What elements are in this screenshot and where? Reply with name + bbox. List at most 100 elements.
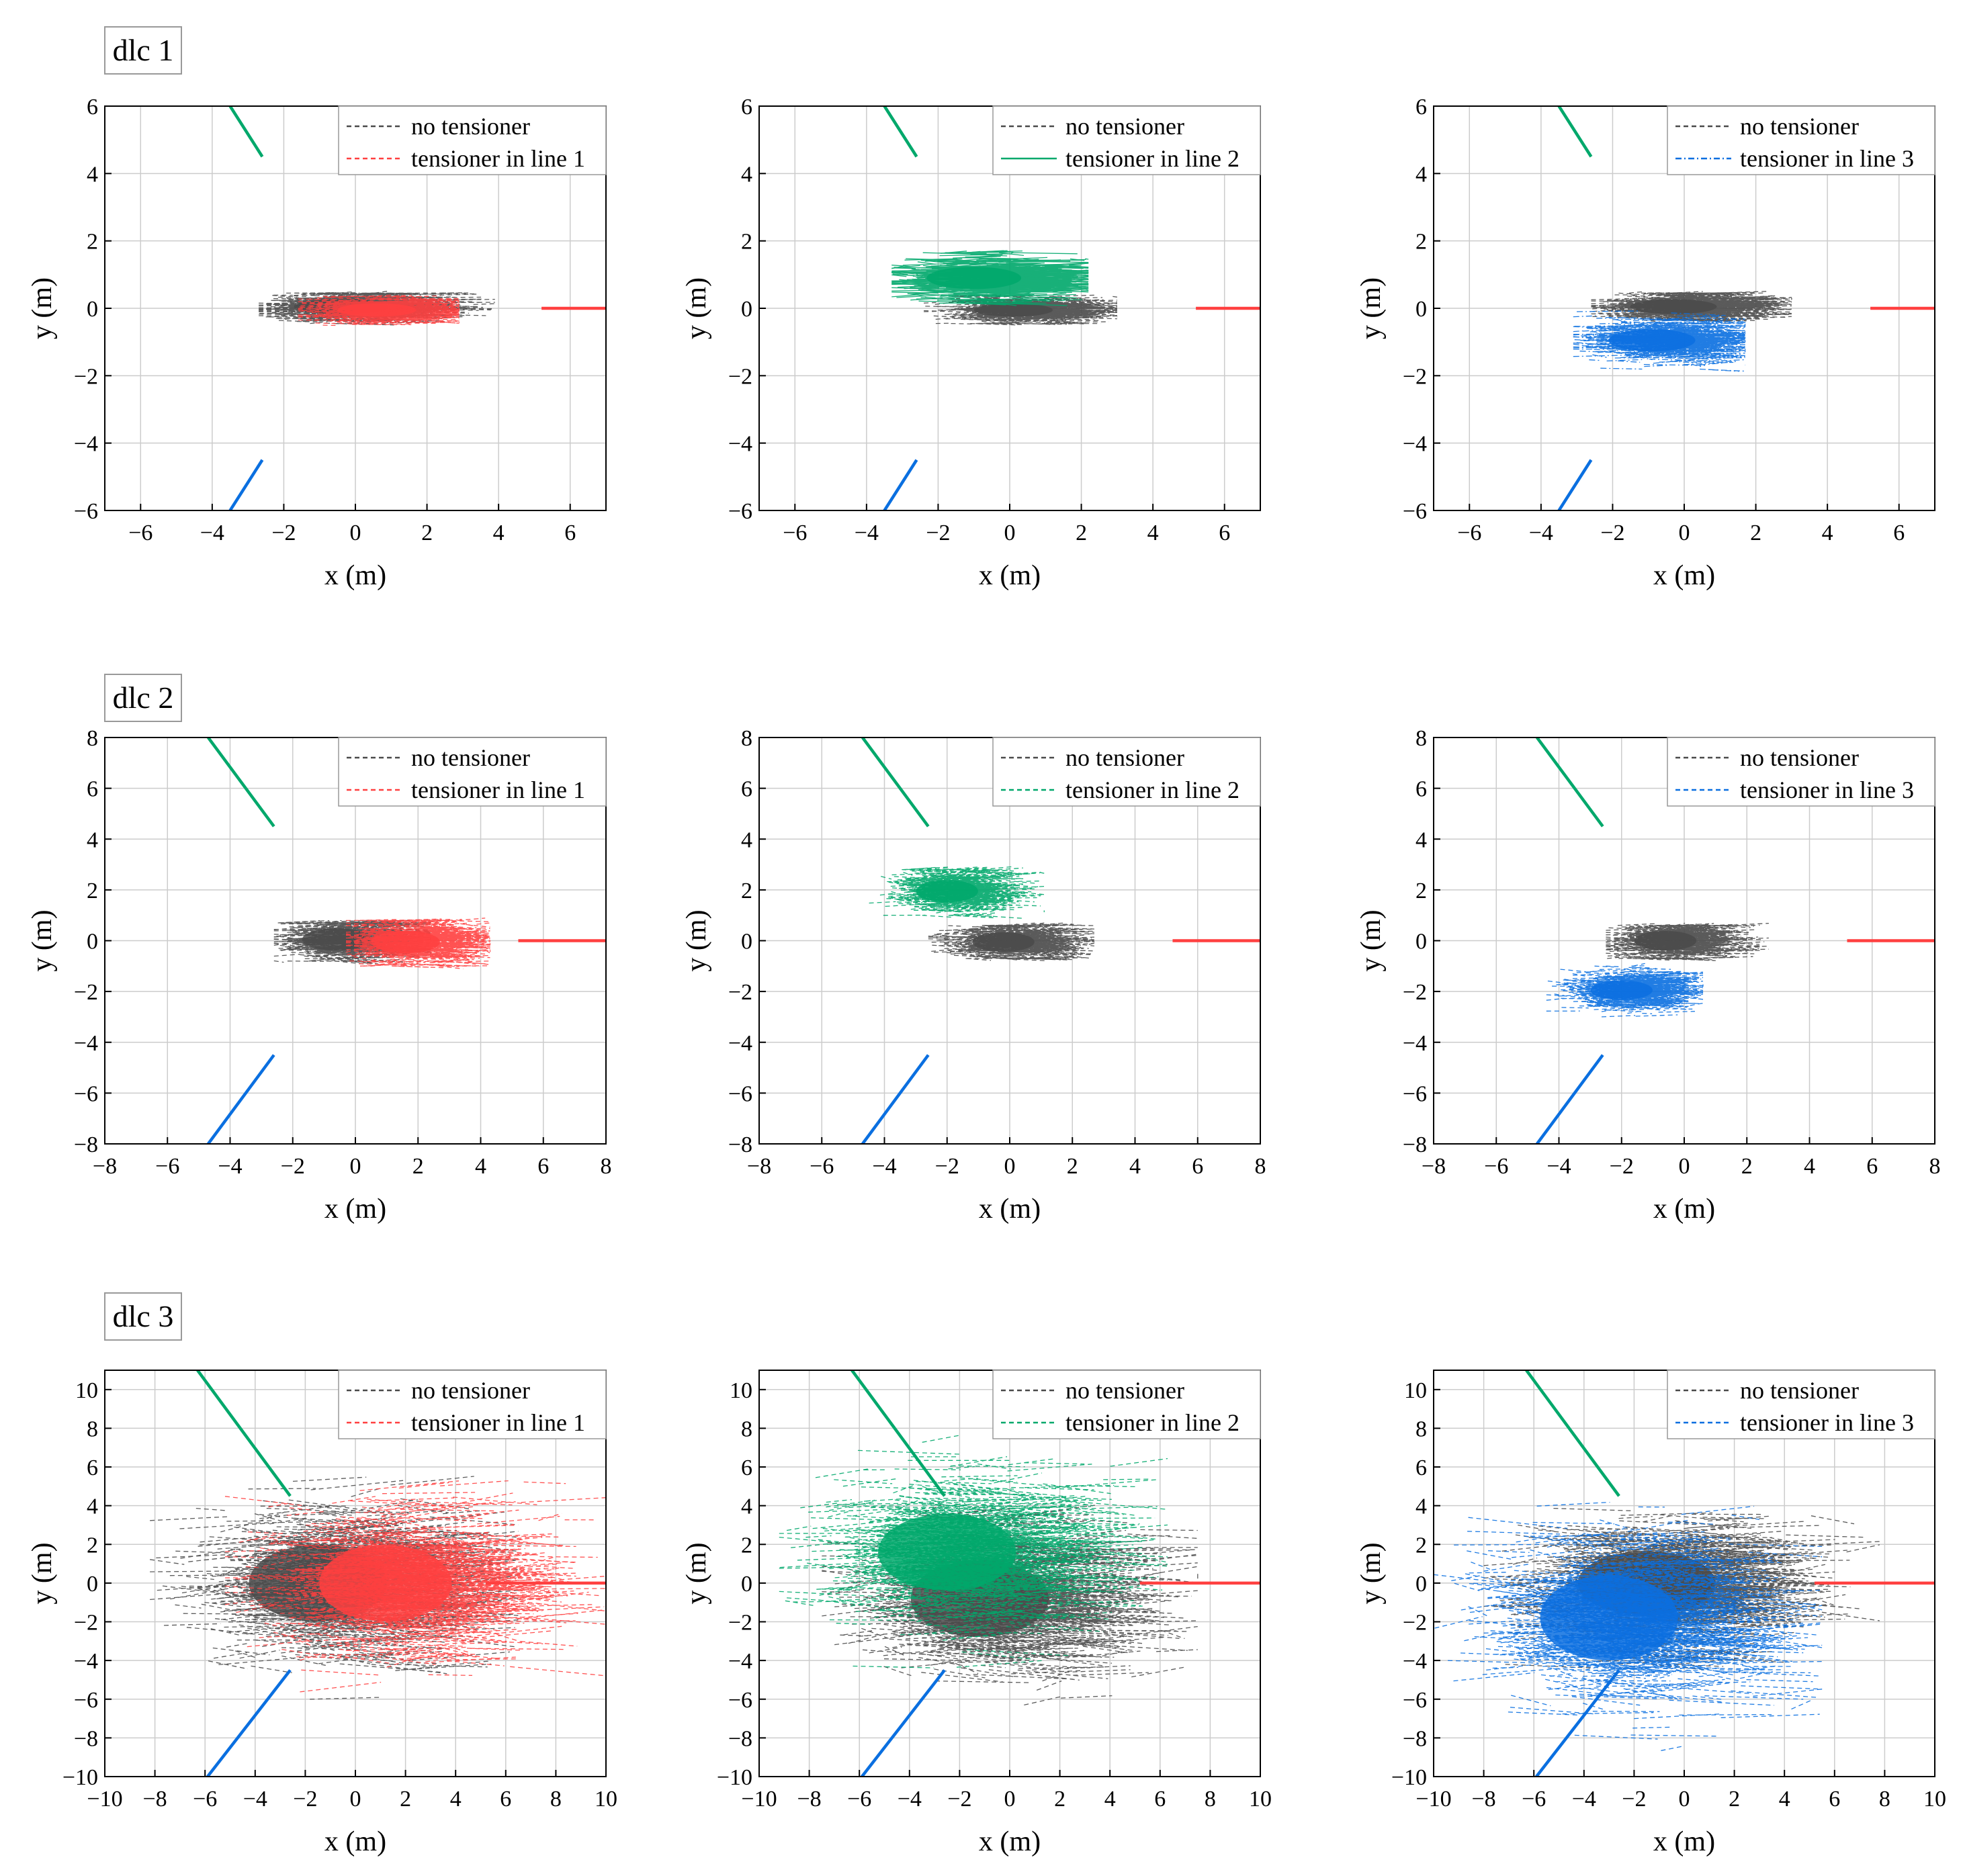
trajectory-segment — [400, 300, 426, 303]
trajectory-segment — [292, 929, 308, 933]
y-tick-label: 4 — [87, 162, 98, 187]
trajectory-segment — [891, 265, 911, 267]
trajectory-segment — [1012, 300, 1032, 302]
x-tick-label: 0 — [1004, 521, 1016, 545]
y-tick-label: −2 — [1403, 364, 1427, 389]
trajectory-segment — [1755, 300, 1776, 302]
trajectory-segment — [1027, 316, 1065, 318]
trajectory-segment — [298, 315, 324, 318]
trajectory-segment — [1626, 353, 1674, 357]
trajectory-segment — [896, 294, 943, 298]
trajectory-segment — [1713, 316, 1745, 318]
trajectory-segment — [1755, 313, 1792, 316]
trajectory-segment — [1613, 311, 1655, 314]
trajectory-segment — [1045, 310, 1075, 313]
trajectory-segment — [1694, 343, 1738, 345]
row-label-dlc3: dlc 3 — [104, 1292, 182, 1341]
trajectory-segment — [1672, 326, 1720, 330]
trajectory-segment — [276, 933, 311, 937]
trajectory-segment — [1618, 292, 1645, 296]
trajectory-segment — [1045, 318, 1080, 320]
trajectory-segment — [415, 320, 453, 324]
y-tick-label: 0 — [1415, 297, 1427, 322]
trajectory-segment — [1604, 342, 1628, 345]
y-tick-label: −4 — [1403, 432, 1427, 457]
trajectory-segment — [1710, 312, 1763, 314]
y-tick-label: 2 — [741, 230, 752, 255]
trajectory-segment — [922, 252, 979, 255]
trajectory-segment — [1696, 294, 1736, 296]
y-tick-label: −4 — [74, 432, 98, 457]
trajectory-segment — [891, 271, 918, 275]
trajectory-segment — [1597, 333, 1617, 337]
trajectory-segment — [1041, 300, 1085, 302]
trajectory-segment — [1601, 351, 1630, 354]
trajectory-segment — [1690, 349, 1739, 353]
trajectory-segment — [998, 252, 1025, 257]
trajectory-segment — [982, 294, 1035, 297]
trajectory-segment — [406, 301, 457, 304]
y-tick-label: −2 — [728, 364, 752, 389]
trajectory-segment — [341, 298, 372, 301]
trajectory-segment — [1070, 308, 1090, 310]
trajectory-segment — [337, 926, 376, 929]
trajectory-segment — [367, 293, 383, 296]
trajectory-segment — [1624, 310, 1641, 314]
trajectory-segment — [1001, 318, 1057, 321]
trajectory-segment — [1587, 328, 1643, 331]
mooring-line-line2 — [228, 106, 264, 158]
trajectory-segment — [933, 315, 962, 318]
trajectory-segment — [1700, 334, 1745, 337]
trajectory-segment — [1592, 309, 1620, 312]
trajectory-segment — [940, 251, 967, 254]
trajectory-segment — [1047, 283, 1089, 285]
trajectory-segment — [1591, 306, 1618, 309]
trajectory-segment — [1573, 330, 1585, 332]
mooring-lines — [228, 106, 606, 510]
x-axis-label: x (m) — [1653, 560, 1715, 591]
trajectory-segment — [372, 296, 416, 300]
trajectory-segment — [1691, 363, 1704, 368]
trajectory-segment — [1692, 294, 1754, 296]
trajectory-segment — [442, 316, 460, 319]
trajectory-segment — [1595, 349, 1630, 353]
trajectory-segment — [1747, 308, 1777, 310]
trajectory-segment — [965, 318, 1007, 321]
trajectory-segment — [410, 306, 436, 308]
trajectory-segment — [1658, 320, 1710, 324]
y-tick-label: 0 — [87, 297, 98, 322]
trajectory-segment — [947, 312, 964, 315]
trajectory-segment — [427, 311, 460, 314]
x-tick-label: 0 — [350, 521, 361, 545]
trajectory-segment — [1614, 324, 1677, 327]
chart-panel: −6 −4 −2 0 2 4 6 −6 −4 −2 0 2 4 6 x (m) y (m) no tension… — [27, 95, 607, 591]
mooring-line-line3 — [1557, 459, 1593, 510]
trajectory-segment — [299, 954, 328, 958]
trajectory-segment — [976, 257, 1048, 261]
trajectory-segment — [398, 319, 457, 322]
trajectory-segment — [1603, 300, 1626, 302]
trajectory-segment — [1700, 299, 1731, 302]
trajectory-segment — [426, 300, 460, 303]
trajectory-segment — [266, 302, 294, 305]
x-tick-label: −6 — [1457, 521, 1481, 545]
trajectory-segment — [894, 267, 953, 269]
trajectory-segment — [1600, 367, 1643, 370]
trajectory-segment — [1696, 329, 1720, 332]
trajectory-segment — [1001, 285, 1055, 289]
trajectory-segment — [1659, 359, 1709, 363]
trajectory-segment — [1725, 318, 1757, 321]
trajectory-segment — [269, 316, 298, 318]
trajectory-segment — [412, 298, 436, 301]
trajectory-segment — [294, 293, 349, 296]
x-tick-label: 4 — [1822, 521, 1833, 545]
trajectory-segment — [941, 294, 1006, 297]
trajectory-segment — [1053, 292, 1067, 295]
trajectory-segment — [1036, 318, 1063, 320]
trajectory-segment — [1712, 332, 1739, 334]
y-axis-label: y (m) — [681, 277, 712, 339]
trajectory-segment — [421, 298, 460, 301]
trajectory-segment — [317, 304, 336, 306]
trajectory-segment — [969, 250, 1022, 253]
series-core-no_tensioner — [973, 303, 1053, 317]
